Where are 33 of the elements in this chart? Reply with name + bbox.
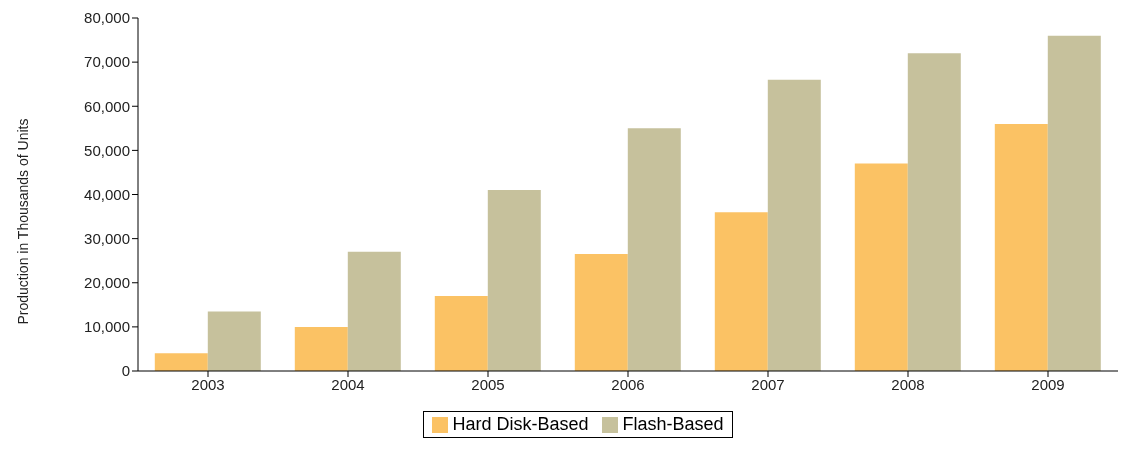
bar	[767, 79, 821, 371]
y-tick-label: 50,000	[84, 141, 130, 159]
x-tick-label: 2004	[331, 375, 365, 393]
legend-label: Hard Disk-Based	[452, 414, 589, 435]
y-axis-title: Production in Thousands of Units	[14, 118, 31, 325]
x-tick-label: 2006	[611, 375, 645, 393]
legend-label: Flash-Based	[622, 414, 724, 435]
y-tick-label: 60,000	[84, 97, 130, 115]
bar	[714, 212, 768, 371]
bar	[154, 353, 208, 371]
bar	[434, 295, 488, 371]
x-tick-label: 2008	[891, 375, 925, 393]
x-tick-label: 2003	[191, 375, 225, 393]
bar	[207, 311, 261, 371]
bar	[1047, 35, 1101, 371]
y-tick-label: 10,000	[84, 318, 130, 336]
y-tick-label: 30,000	[84, 229, 130, 247]
bar	[347, 251, 401, 371]
y-tick-label: 40,000	[84, 185, 130, 203]
bar	[294, 326, 348, 371]
bar	[487, 190, 541, 371]
bar	[907, 53, 961, 371]
x-tick-label: 2007	[751, 375, 785, 393]
x-tick-label: 2009	[1031, 375, 1065, 393]
bar	[854, 163, 908, 371]
bar	[627, 128, 681, 371]
x-tick-label: 2005	[471, 375, 505, 393]
y-tick-label: 20,000	[84, 274, 130, 292]
y-tick-label: 80,000	[84, 9, 130, 27]
y-tick-label: 0	[121, 362, 130, 380]
bar	[574, 254, 628, 371]
bar	[994, 123, 1048, 371]
y-tick-label: 70,000	[84, 53, 130, 71]
